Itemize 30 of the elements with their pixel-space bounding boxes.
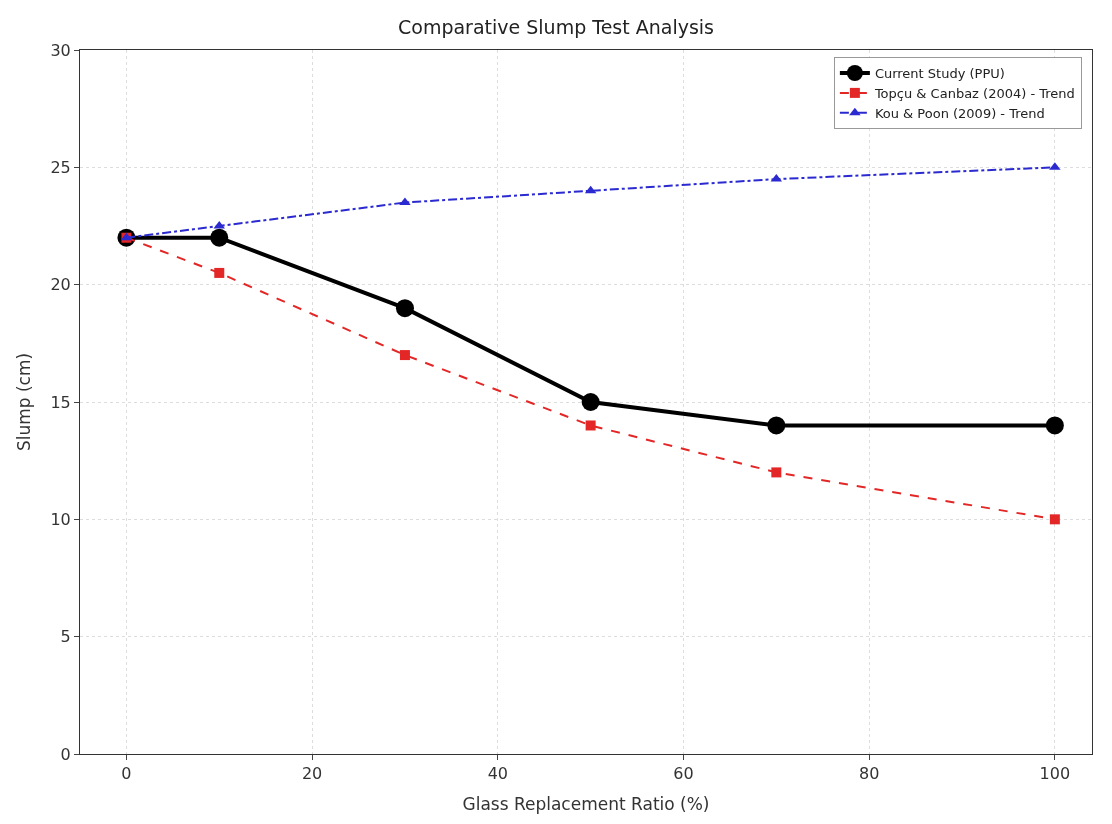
x-axis-title: Glass Replacement Ratio (%) bbox=[462, 793, 710, 814]
point bbox=[771, 467, 782, 478]
point bbox=[210, 228, 229, 247]
y-tick-label: 30 bbox=[50, 40, 71, 60]
x-tick-label: 80 bbox=[858, 764, 880, 784]
legend-label: Current Study (PPU) bbox=[874, 66, 1005, 82]
y-tick-label: 20 bbox=[50, 275, 71, 295]
point bbox=[1049, 514, 1060, 525]
point bbox=[585, 420, 596, 431]
legend-label: Topçu & Canbaz (2004) - Trend bbox=[873, 85, 1075, 101]
point bbox=[1045, 416, 1064, 435]
x-tick-label: 40 bbox=[487, 764, 508, 784]
x-tick-label: 20 bbox=[301, 764, 323, 784]
y-axis-title: Slump (cm) bbox=[13, 352, 34, 452]
point bbox=[214, 267, 225, 278]
x-tick-label: 100 bbox=[1039, 764, 1071, 784]
chart-title: Comparative Slump Test Analysis bbox=[398, 15, 714, 38]
y-tick-label: 0 bbox=[60, 744, 71, 764]
point bbox=[395, 299, 414, 318]
y-tick-label: 25 bbox=[50, 157, 71, 177]
point bbox=[767, 416, 786, 435]
y-tick-label: 10 bbox=[50, 509, 71, 529]
x-tick-label: 0 bbox=[121, 764, 132, 784]
point bbox=[399, 197, 411, 206]
y-tick-label: 15 bbox=[50, 392, 71, 412]
point bbox=[581, 393, 600, 411]
x-tick-label: 60 bbox=[673, 764, 694, 784]
legend-label: Kou & Poon (2009) - Trend bbox=[874, 105, 1045, 121]
point bbox=[399, 350, 410, 361]
y-tick-label: 5 bbox=[60, 627, 71, 647]
